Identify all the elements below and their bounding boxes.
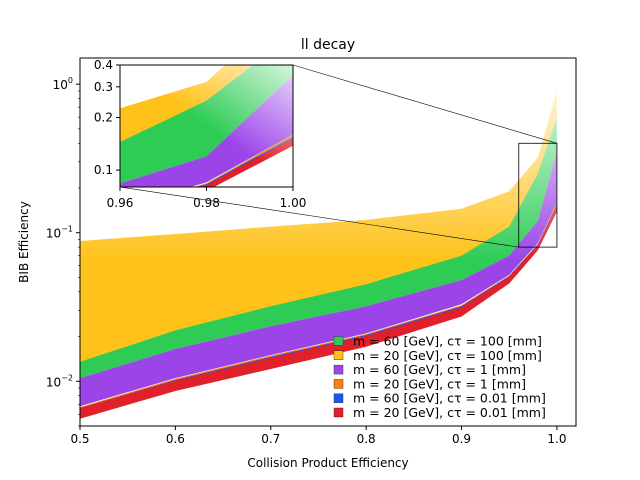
inset-y-tick-label: 0.3	[94, 80, 113, 94]
legend-swatch	[333, 393, 344, 403]
legend-label: m = 20 [GeV], cτ = 1 [mm]	[353, 376, 526, 391]
legend-swatch	[333, 407, 344, 418]
inset-x-tick-label: 0.96	[107, 196, 134, 210]
inset-y-tick-label: 0.2	[94, 111, 113, 125]
legend-label: m = 60 [GeV], cτ = 100 [mm]	[353, 334, 542, 349]
legend-label: m = 60 [GeV], cτ = 1 [mm]	[353, 362, 526, 377]
x-axis-label: Collision Product Efficiency	[247, 456, 408, 470]
y-tick-label: 10−1	[46, 225, 73, 241]
legend-swatch	[333, 364, 344, 375]
y-tick-label: 10−2	[46, 373, 73, 389]
inset-y-tick-label: 0.1	[94, 163, 113, 177]
inset-plot: 0.96 0.98 1.00 0.1 0.2 0.3 0.4	[94, 58, 307, 210]
legend: m = 60 [GeV], cτ = 100 [mm]m = 20 [GeV],…	[333, 334, 546, 420]
plot-frame	[79, 57, 577, 427]
x-tick-label: 1.0	[547, 432, 566, 446]
legend-label: m = 20 [GeV], cτ = 0.01 [mm]	[353, 405, 546, 420]
inset-y-tick-label: 0.4	[94, 58, 113, 72]
x-tick-label: 0.7	[261, 432, 280, 446]
zoom-connector-line	[292, 64, 558, 144]
legend-swatch	[333, 336, 344, 346]
legend-swatch	[333, 379, 344, 389]
x-tick-label: 0.5	[70, 432, 89, 446]
y-tick-label: 100	[53, 76, 73, 92]
chart-title: ll decay	[301, 37, 355, 53]
legend-label: m = 60 [GeV], cτ = 0.01 [mm]	[353, 391, 546, 406]
zoom-connector-line	[119, 186, 519, 248]
x-tick-label: 0.8	[357, 432, 376, 446]
x-tick-label: 0.9	[452, 432, 471, 446]
legend-swatch	[333, 350, 344, 360]
legend-label: m = 20 [GeV], cτ = 100 [mm]	[353, 348, 542, 363]
y-axis-label: BIB Efficiency	[17, 201, 31, 283]
zoom-box	[518, 142, 558, 248]
x-tick-label: 0.6	[166, 432, 185, 446]
inset-x-tick-label: 1.00	[280, 196, 307, 210]
inset-x-tick-label: 0.98	[193, 196, 220, 210]
